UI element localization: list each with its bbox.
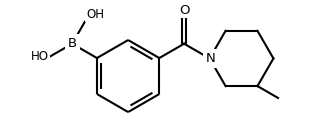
Text: N: N xyxy=(205,52,215,65)
Text: B: B xyxy=(67,37,77,50)
Text: OH: OH xyxy=(87,8,105,21)
Text: HO: HO xyxy=(31,50,48,63)
Text: O: O xyxy=(179,4,189,17)
